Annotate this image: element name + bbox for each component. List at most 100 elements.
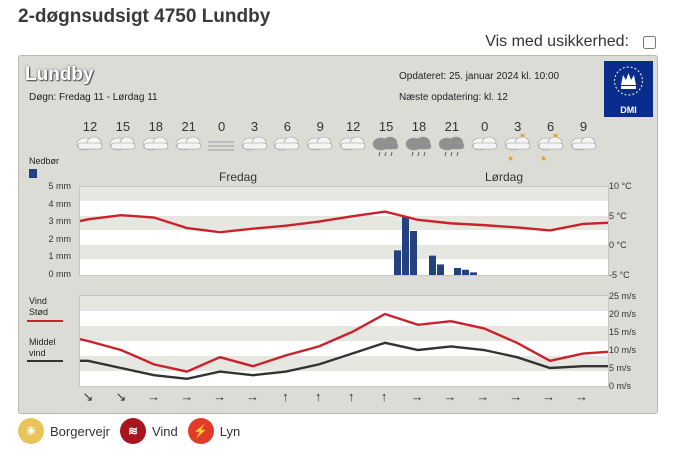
mean-wind-line <box>80 341 608 381</box>
wind-axis-label: 0 m/s <box>609 381 632 391</box>
precip-bar <box>470 272 477 275</box>
rain-cloud-icon <box>372 136 399 157</box>
wind-axis-label: 15 m/s <box>609 327 637 337</box>
hour-label: 9 <box>316 119 324 134</box>
legend-lyn[interactable]: ⚡ Lyn <box>187 418 241 444</box>
wind-label-4: vind <box>29 348 46 358</box>
precip-axis-label: 5 mm <box>48 181 72 191</box>
hour-label: 0 <box>481 119 489 134</box>
wind-axis-label: 5 m/s <box>609 363 632 373</box>
precip-bar <box>429 255 436 275</box>
sun-icon: ☀ <box>18 418 44 444</box>
precip-axis-label: 3 mm <box>48 216 72 226</box>
gust-line <box>80 312 608 373</box>
wind-axis-label: 25 m/s <box>609 291 637 301</box>
wind-direction-arrow: ↑ <box>347 389 355 404</box>
legend-label: Lyn <box>219 423 241 439</box>
temp-precip-plot <box>79 186 609 276</box>
wind-direction-arrow: ↑ <box>380 389 388 404</box>
wind-plot <box>79 295 609 387</box>
uncertainty-toggle: Vis med usikkerhed: <box>485 33 656 51</box>
uncertainty-label: Vis med usikkerhed: <box>485 33 629 50</box>
wind-direction-arrow: → <box>410 389 424 404</box>
svg-text:★: ★ <box>519 134 526 140</box>
svg-text:★: ★ <box>507 154 514 163</box>
crown-icon <box>614 66 643 96</box>
temp-axis-label: 10 °C <box>609 181 632 191</box>
precip-legend-swatch <box>29 169 37 178</box>
precip-bar <box>394 250 401 275</box>
wind-direction-arrow: → <box>509 389 523 404</box>
wind-direction-arrow: ↘ <box>115 389 127 404</box>
wind-direction-arrow: → <box>476 389 490 404</box>
hour-label: 9 <box>579 119 588 134</box>
legend-borgervejr[interactable]: ☀ Borgervejr <box>18 418 110 444</box>
precip-axis-label: 1 mm <box>48 251 72 261</box>
cloud-icon <box>339 136 366 151</box>
precip-label: Nedbør <box>29 156 60 166</box>
gust-legend-line <box>27 320 63 322</box>
page-title: 2-døgnsudsigt 4750 Lundby <box>18 6 271 27</box>
lightning-icon: ⚡ <box>187 418 214 444</box>
wind-direction-arrow: → <box>246 389 259 404</box>
precip-axis-label: 2 mm <box>48 233 72 244</box>
rain-cloud-icon <box>438 136 465 157</box>
svg-text:★: ★ <box>540 154 547 163</box>
hour-label: 6 <box>283 119 291 134</box>
wind-direction-arrow: → <box>213 389 227 404</box>
rain-cloud-icon <box>405 136 432 157</box>
day-label-friday: Fredag <box>219 170 258 184</box>
cloud-icon: ★★ <box>537 134 563 163</box>
wind-icon: ≋ <box>119 418 146 444</box>
wind-direction-arrow: → <box>147 389 161 404</box>
wind-svg <box>80 312 608 381</box>
wind-direction-arrow: → <box>575 389 588 404</box>
temp-axis-label: 5 °C <box>609 210 627 221</box>
hour-label: 21 <box>181 119 196 134</box>
hour-label: 3 <box>250 119 259 134</box>
precip-axis-label: 4 mm <box>48 198 72 209</box>
legend-label: Vind <box>151 423 178 439</box>
hour-label: 15 <box>115 119 131 134</box>
hour-label: 18 <box>148 119 164 134</box>
cloud-icon <box>109 136 136 151</box>
dmi-logo: DMI <box>604 61 653 117</box>
cloud-icon <box>241 136 267 151</box>
fog-icon <box>207 141 234 151</box>
wind-label-3: Middel <box>29 337 56 347</box>
precip-bar <box>410 231 417 275</box>
cloud-icon <box>142 136 169 151</box>
wind-label-2: Stød <box>29 307 49 317</box>
wind-label-1: Vind <box>29 296 47 306</box>
svg-text:★: ★ <box>552 134 559 140</box>
precip-axis-label: 0 mm <box>48 268 72 279</box>
forecast-panel: Lundby Døgn: Fredag 11 - Lørdag 11 Opdat… <box>18 55 658 414</box>
cloud-icon <box>76 136 103 151</box>
legend: ☀ Borgervejr ≋ Vind ⚡ Lyn <box>18 418 240 444</box>
hour-label: 3 <box>514 119 522 134</box>
wind-direction-arrow: ↑ <box>315 389 322 404</box>
cloud-icon <box>306 136 333 151</box>
wind-direction-arrow: ↑ <box>282 389 289 404</box>
cloud-icon <box>570 136 596 151</box>
updated-text: Opdateret: 25. januar 2024 kl. 10:00 <box>399 71 560 82</box>
mean-wind-legend-line <box>27 360 63 362</box>
cloud-icon <box>274 136 300 151</box>
wind-axis-label: 10 m/s <box>609 345 637 355</box>
cloud-icon <box>175 136 201 151</box>
legend-vind[interactable]: ≋ Vind <box>119 418 178 444</box>
wind-direction-arrow: → <box>443 389 457 404</box>
uncertainty-checkbox[interactable] <box>643 35 656 49</box>
temp-axis-label: -5 °C <box>609 269 630 280</box>
hour-label: 21 <box>444 119 460 134</box>
precip-bar <box>437 264 444 275</box>
temperature-line <box>80 210 608 234</box>
legend-label: Borgervejr <box>50 423 110 439</box>
cloud-icon: ★★ <box>504 134 530 163</box>
temp-precip-svg <box>80 210 608 275</box>
cloud-icon <box>471 136 498 151</box>
hour-label: 12 <box>82 119 98 134</box>
logo-text: DMI <box>620 105 637 115</box>
precip-bar <box>454 267 461 275</box>
wind-direction-arrow: ↘ <box>82 389 94 404</box>
